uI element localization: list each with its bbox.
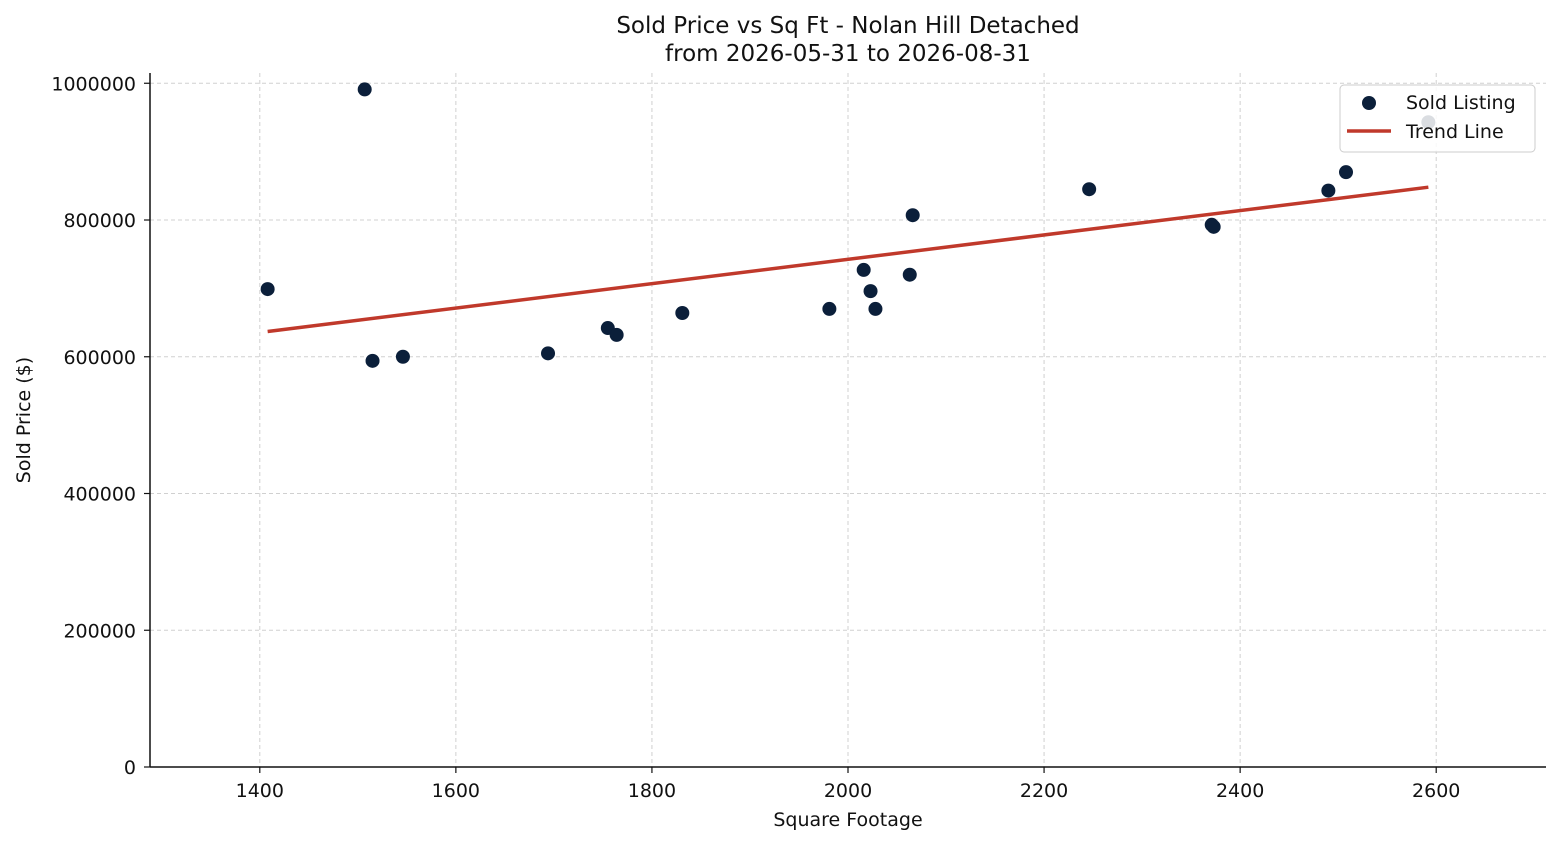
grid-lines — [150, 73, 1546, 768]
data-point — [1082, 182, 1097, 197]
y-axis-label: Sold Price ($) — [13, 357, 35, 483]
x-tick-label: 2000 — [824, 780, 872, 802]
y-tick-label: 1000000 — [51, 73, 136, 95]
data-point — [868, 301, 883, 316]
data-point — [609, 327, 624, 342]
data-point — [1206, 219, 1221, 234]
data-point — [395, 349, 410, 364]
data-point — [260, 282, 275, 297]
x-ticks: 1400 1600 1800 2000 2200 2400 2600 — [236, 767, 1460, 802]
trend-layer — [267, 185, 1429, 334]
legend-label-trend-line: Trend Line — [1405, 121, 1504, 143]
x-tick-label: 2400 — [1216, 780, 1264, 802]
x-tick-label: 1800 — [628, 780, 676, 802]
data-point — [902, 267, 917, 282]
chart-title: Sold Price vs Sq Ft - Nolan Hill Detache… — [616, 13, 1079, 39]
y-tick-label: 400000 — [63, 484, 136, 506]
legend-marker-sold-listing — [1362, 96, 1376, 110]
chart-subtitle: from 2026-05-31 to 2026-08-31 — [665, 41, 1031, 67]
x-tick-label: 1400 — [236, 780, 284, 802]
x-tick-label: 2200 — [1020, 780, 1068, 802]
y-tick-label: 0 — [124, 757, 136, 779]
data-point — [856, 262, 871, 277]
data-point — [822, 301, 837, 316]
y-tick-label: 800000 — [63, 210, 136, 232]
legend-label-sold-listing: Sold Listing — [1406, 92, 1516, 114]
data-point — [1339, 165, 1354, 180]
y-tick-label: 600000 — [63, 347, 136, 369]
data-point — [863, 284, 878, 299]
x-axis-label: Square Footage — [773, 809, 922, 831]
data-point — [541, 346, 556, 361]
data-point — [357, 82, 372, 97]
y-tick-label: 200000 — [63, 620, 136, 642]
data-point — [1321, 183, 1336, 198]
data-point — [365, 353, 380, 368]
data-point — [905, 208, 920, 223]
x-tick-label: 1600 — [432, 780, 480, 802]
points-layer — [260, 82, 1436, 368]
legend: Sold Listing Trend Line — [1339, 84, 1536, 153]
legend-box — [1339, 84, 1536, 153]
data-point — [675, 305, 690, 320]
x-tick-label: 2600 — [1412, 780, 1460, 802]
trend-line — [267, 185, 1429, 334]
y-ticks: 0 200000 400000 600000 800000 1000000 — [51, 73, 150, 779]
